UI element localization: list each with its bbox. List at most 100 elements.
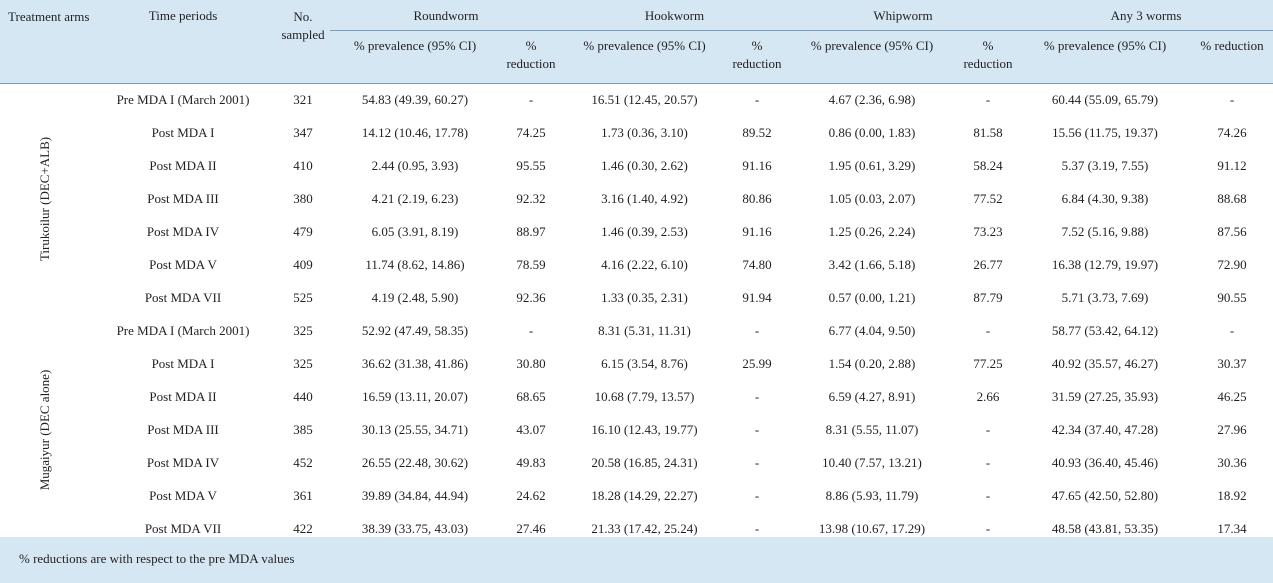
header-reduction: % reduction bbox=[500, 29, 562, 83]
any3-reduction-cell: - bbox=[1191, 314, 1273, 348]
sample-count-cell: 380 bbox=[276, 182, 330, 216]
whipworm-reduction-cell: 77.52 bbox=[957, 182, 1019, 216]
table-row: Post MDA II 440 16.59 (13.11, 20.07) 68.65 1… bbox=[0, 380, 1273, 414]
roundworm-reduction-cell: 95.55 bbox=[500, 149, 562, 183]
hookworm-prevalence-cell: 16.51 (12.45, 20.57) bbox=[562, 82, 727, 117]
whipworm-prevalence-cell: 6.77 (4.04, 9.50) bbox=[787, 314, 957, 348]
any3-prevalence-cell: 31.59 (27.25, 35.93) bbox=[1019, 380, 1191, 414]
any3-reduction-cell: 91.12 bbox=[1191, 149, 1273, 183]
any3-prevalence-cell: 47.65 (42.50, 52.80) bbox=[1019, 479, 1191, 513]
any3-reduction-cell: 74.26 bbox=[1191, 116, 1273, 150]
sample-count-cell: 410 bbox=[276, 149, 330, 183]
roundworm-prevalence-cell: 52.92 (47.49, 58.35) bbox=[330, 314, 500, 348]
roundworm-prevalence-cell: 26.55 (22.48, 30.62) bbox=[330, 446, 500, 480]
roundworm-reduction-cell: - bbox=[500, 82, 562, 117]
header-prevalence: % prevalence (95% CI) bbox=[1019, 29, 1191, 83]
header-prevalence: % prevalence (95% CI) bbox=[787, 29, 957, 83]
hookworm-prevalence-cell: 18.28 (14.29, 22.27) bbox=[562, 479, 727, 513]
header-reduction: % reduction bbox=[1191, 29, 1273, 83]
hookworm-reduction-cell: 91.94 bbox=[727, 281, 787, 315]
sample-count-cell: 347 bbox=[276, 116, 330, 150]
roundworm-prevalence-cell: 16.59 (13.11, 20.07) bbox=[330, 380, 500, 414]
any3-prevalence-cell: 7.52 (5.16, 9.88) bbox=[1019, 215, 1191, 249]
header-group-roundworm: Roundworm bbox=[330, 0, 562, 30]
hookworm-prevalence-cell: 6.15 (3.54, 8.76) bbox=[562, 347, 727, 381]
roundworm-reduction-cell: 88.97 bbox=[500, 215, 562, 249]
any3-prevalence-cell: 58.77 (53.42, 64.12) bbox=[1019, 314, 1191, 348]
roundworm-prevalence-cell: 39.89 (34.84, 44.94) bbox=[330, 479, 500, 513]
whipworm-reduction-cell: - bbox=[957, 82, 1019, 117]
header-prevalence: % prevalence (95% CI) bbox=[330, 29, 500, 83]
roundworm-reduction-cell: - bbox=[500, 314, 562, 348]
sample-count-cell: 321 bbox=[276, 82, 330, 117]
header-group-hookworm: Hookworm bbox=[562, 0, 787, 30]
sample-count-cell: 452 bbox=[276, 446, 330, 480]
table-header: Treatment arms Time periods No. sampled … bbox=[0, 0, 1273, 83]
time-period-cell: Post MDA IV bbox=[90, 215, 276, 249]
any3-reduction-cell: 27.96 bbox=[1191, 413, 1273, 447]
roundworm-reduction-cell: 74.25 bbox=[500, 116, 562, 150]
time-period-cell: Post MDA I bbox=[90, 347, 276, 381]
hookworm-prevalence-cell: 1.33 (0.35, 2.31) bbox=[562, 281, 727, 315]
whipworm-prevalence-cell: 8.31 (5.55, 11.07) bbox=[787, 413, 957, 447]
roundworm-prevalence-cell: 30.13 (25.55, 34.71) bbox=[330, 413, 500, 447]
any3-reduction-cell: 87.56 bbox=[1191, 215, 1273, 249]
whipworm-prevalence-cell: 0.86 (0.00, 1.83) bbox=[787, 116, 957, 150]
hookworm-prevalence-cell: 16.10 (12.43, 19.77) bbox=[562, 413, 727, 447]
table-row: Post MDA II 410 2.44 (0.95, 3.93) 95.55 1.46… bbox=[0, 149, 1273, 183]
whipworm-reduction-cell: 77.25 bbox=[957, 347, 1019, 381]
hookworm-prevalence-cell: 10.68 (7.79, 13.57) bbox=[562, 380, 727, 414]
roundworm-reduction-cell: 92.32 bbox=[500, 182, 562, 216]
hookworm-reduction-cell: 25.99 bbox=[727, 347, 787, 381]
roundworm-prevalence-cell: 54.83 (49.39, 60.27) bbox=[330, 82, 500, 117]
roundworm-prevalence-cell: 11.74 (8.62, 14.86) bbox=[330, 248, 500, 282]
sample-count-cell: 479 bbox=[276, 215, 330, 249]
roundworm-reduction-cell: 92.36 bbox=[500, 281, 562, 315]
whipworm-reduction-cell: - bbox=[957, 479, 1019, 513]
hookworm-prevalence-cell: 1.73 (0.36, 3.10) bbox=[562, 116, 727, 150]
any3-reduction-cell: - bbox=[1191, 82, 1273, 117]
whipworm-reduction-cell: 2.66 bbox=[957, 380, 1019, 414]
time-period-cell: Post MDA I bbox=[90, 116, 276, 150]
table-row: Post MDA VII 525 4.19 (2.48, 5.90) 92.36 1.3… bbox=[0, 281, 1273, 315]
any3-prevalence-cell: 16.38 (12.79, 19.97) bbox=[1019, 248, 1191, 282]
table-row: Mugaiyur (DEC alone) Pre MDA I (March 200… bbox=[0, 314, 1273, 546]
whipworm-reduction-cell: - bbox=[957, 413, 1019, 447]
roundworm-prevalence-cell: 14.12 (10.46, 17.78) bbox=[330, 116, 500, 150]
prevalence-table: Treatment arms Time periods No. sampled … bbox=[0, 0, 1273, 547]
sample-count-cell: 440 bbox=[276, 380, 330, 414]
roundworm-reduction-cell: 49.83 bbox=[500, 446, 562, 480]
table-row: Post MDA I 325 36.62 (31.38, 41.86) 30.80 6.… bbox=[0, 347, 1273, 381]
whipworm-reduction-cell: 26.77 bbox=[957, 248, 1019, 282]
header-reduction: % reduction bbox=[727, 29, 787, 83]
table-body: Tirukoilur (DEC+ALB) Pre MDA I (March 200… bbox=[0, 82, 1273, 547]
time-period-cell: Post MDA V bbox=[90, 248, 276, 282]
time-period-cell: Post MDA II bbox=[90, 380, 276, 414]
roundworm-prevalence-cell: 36.62 (31.38, 41.86) bbox=[330, 347, 500, 381]
whipworm-prevalence-cell: 3.42 (1.66, 5.18) bbox=[787, 248, 957, 282]
header-treatment-arms: Treatment arms bbox=[0, 0, 90, 83]
any3-reduction-cell: 72.90 bbox=[1191, 248, 1273, 282]
roundworm-reduction-cell: 68.65 bbox=[500, 380, 562, 414]
table-row: Post MDA I 347 14.12 (10.46, 17.78) 74.25 1.… bbox=[0, 116, 1273, 150]
sample-count-cell: 325 bbox=[276, 347, 330, 381]
time-period-cell: Post MDA VII bbox=[90, 281, 276, 315]
whipworm-prevalence-cell: 4.67 (2.36, 6.98) bbox=[787, 82, 957, 117]
roundworm-prevalence-cell: 2.44 (0.95, 3.93) bbox=[330, 149, 500, 183]
header-group-whipworm: Whipworm bbox=[787, 0, 1019, 30]
hookworm-reduction-cell: 74.80 bbox=[727, 248, 787, 282]
roundworm-reduction-cell: 24.62 bbox=[500, 479, 562, 513]
whipworm-reduction-cell: 81.58 bbox=[957, 116, 1019, 150]
header-prevalence: % prevalence (95% CI) bbox=[562, 29, 727, 83]
any3-reduction-cell: 18.92 bbox=[1191, 479, 1273, 513]
header-reduction: % reduction bbox=[957, 29, 1019, 83]
table-row: Tirukoilur (DEC+ALB) Pre MDA I (March 200… bbox=[0, 82, 1273, 315]
table-row: Post MDA III 380 4.21 (2.19, 6.23) 92.32 3.1… bbox=[0, 182, 1273, 216]
sample-count-cell: 385 bbox=[276, 413, 330, 447]
hookworm-reduction-cell: 91.16 bbox=[727, 149, 787, 183]
time-period-cell: Post MDA V bbox=[90, 479, 276, 513]
hookworm-prevalence-cell: 3.16 (1.40, 4.92) bbox=[562, 182, 727, 216]
roundworm-reduction-cell: 30.80 bbox=[500, 347, 562, 381]
whipworm-prevalence-cell: 1.54 (0.20, 2.88) bbox=[787, 347, 957, 381]
